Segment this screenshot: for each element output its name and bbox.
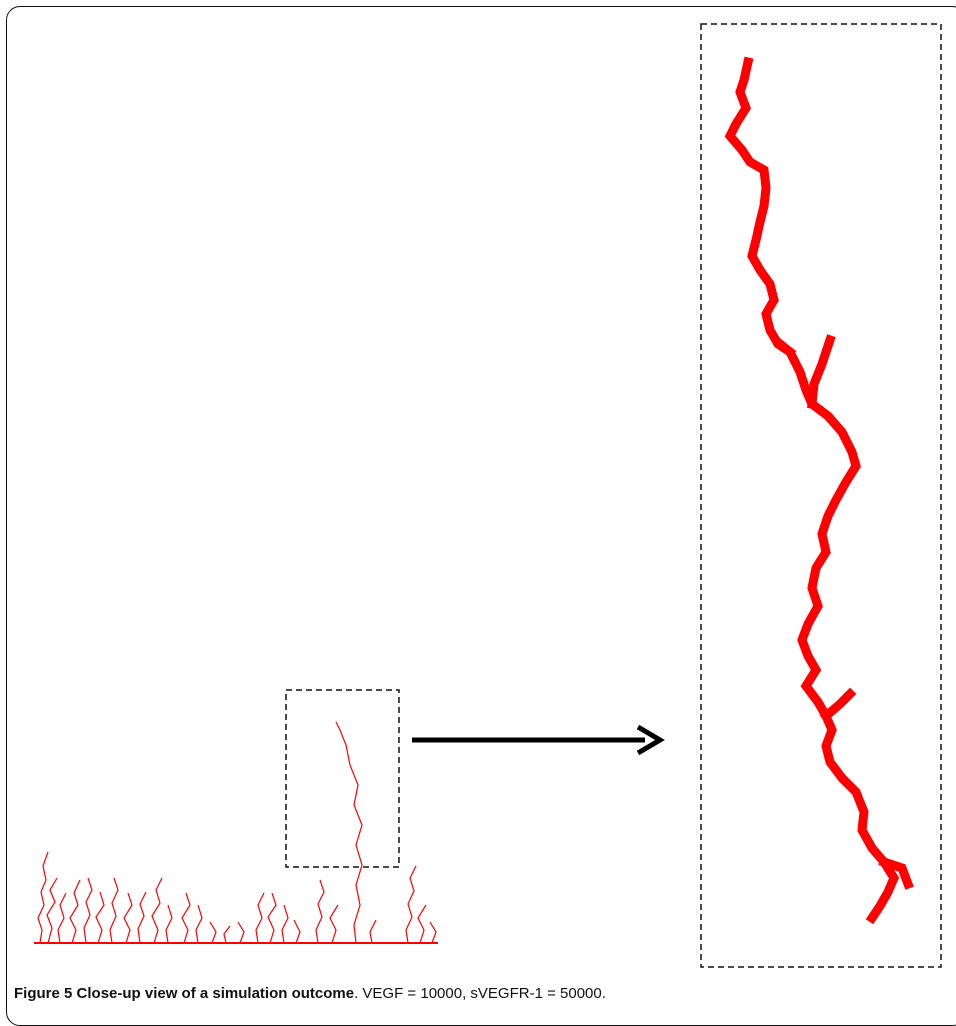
- zoom-region-box: [285, 689, 400, 868]
- figure-label: Figure 5: [14, 985, 73, 1002]
- right-arrow-icon: [412, 724, 665, 756]
- figure-title: Close-up view of a simulation outcome: [76, 985, 355, 1002]
- figure-title-punct: .: [354, 985, 359, 1002]
- sprout-cluster: [37, 721, 437, 944]
- figure-parameters: VEGF = 10000, sVEGFR-1 = 50000.: [362, 985, 606, 1002]
- simulation-overview: [34, 689, 438, 944]
- close-up-panel: [700, 23, 942, 968]
- figure-caption: Figure 5 Close-up view of a simulation o…: [14, 985, 606, 1002]
- close-up-frame: [700, 23, 942, 968]
- close-up-sprout: [724, 56, 914, 925]
